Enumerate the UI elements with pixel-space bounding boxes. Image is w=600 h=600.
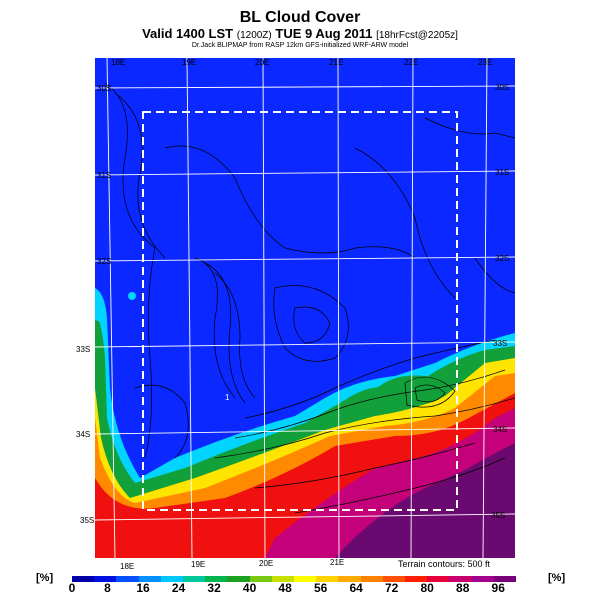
map-title: BL Cloud Cover xyxy=(239,9,361,26)
colorbar-segment xyxy=(183,576,206,582)
colorbar xyxy=(72,576,517,582)
cloud-patch-cyan-west xyxy=(95,288,106,323)
colorbar-tick-label: 8 xyxy=(104,581,111,595)
colorbar-segment xyxy=(138,576,161,582)
colorbar-segment xyxy=(427,576,450,582)
colorbar-segment xyxy=(294,576,317,582)
lon-label-bottom-19e: 19E xyxy=(191,560,206,569)
colorbar-segment xyxy=(493,576,517,582)
terrain-contours xyxy=(104,82,515,514)
lon-label-bottom-18e: 18E xyxy=(120,562,135,571)
colorbar-segment xyxy=(316,576,339,582)
colorbar-tick-label: 72 xyxy=(384,581,399,595)
lon-label-top-18e: 18E xyxy=(111,58,126,67)
lat-label-outer-33s: 33S xyxy=(76,345,91,354)
forecast-info: [18hrFcst@2205z] xyxy=(376,30,458,41)
colorbar-tick-label: 16 xyxy=(136,581,150,595)
cloud-patch-green xyxy=(377,375,441,406)
cloud-cover-map: 18E 19E 20E 21E 22E 23E 30S 31S 32S 33S … xyxy=(95,58,515,558)
lat-label-left-32s: 32S xyxy=(97,257,112,266)
lat-label-right-34s: 34S xyxy=(493,425,508,434)
valid-time: Valid 1400 LST xyxy=(142,26,234,41)
lon-label-top-20e: 20E xyxy=(255,58,270,67)
lon-label-bottom-21e: 21E xyxy=(330,558,345,567)
colorbar-segment xyxy=(116,576,139,582)
colorbar-segment xyxy=(271,576,295,582)
lat-label-right-31s: 31S xyxy=(495,168,510,177)
lat-label-right-35s: 35S xyxy=(491,511,506,520)
cloud-spot xyxy=(128,292,136,300)
colorbar-tick-label: 40 xyxy=(242,581,257,595)
lat-label-left-30s: 30S xyxy=(97,84,112,93)
valid-time-line: Valid 1400 LST (1200Z) TUE 9 Aug 2011 [1… xyxy=(0,26,600,41)
colorbar-segment xyxy=(360,576,383,582)
lat-label-right-33s: 33S xyxy=(493,339,508,348)
lat-label-right-30s: 30S xyxy=(495,83,510,92)
terrain-contour-note: Terrain contours: 500 ft xyxy=(398,559,491,569)
colorbar-segment xyxy=(405,576,428,582)
colorbar-segment xyxy=(249,576,272,582)
colorbar-tick-label: 80 xyxy=(420,581,434,595)
colorbar-segment xyxy=(72,576,95,582)
lat-label-outer-35s: 35S xyxy=(80,516,95,525)
colorbar-tick-label: 24 xyxy=(171,581,186,595)
lon-label-top-21e: 21E xyxy=(329,58,344,67)
lon-label-top-19e: 19E xyxy=(182,58,197,67)
colorbar-segment xyxy=(338,576,361,582)
lon-label-bottom-20e: 20E xyxy=(259,559,274,568)
colorbar-segment xyxy=(449,576,472,582)
inner-domain-box xyxy=(142,111,458,511)
colorbar-tick-label: 64 xyxy=(349,581,363,595)
lon-label-top-23e: 23E xyxy=(478,58,493,67)
colorbar-segment xyxy=(205,576,228,582)
lat-lon-grid xyxy=(95,58,515,558)
colorbar-tick-label: 0 xyxy=(68,581,76,595)
model-credit: Dr.Jack BLIPMAP from RASP 12km GFS-initi… xyxy=(191,42,409,49)
colorbar-segment xyxy=(160,576,184,582)
lon-label-top-22e: 22E xyxy=(404,58,419,67)
valid-date: TUE 9 Aug 2011 xyxy=(275,26,373,41)
valid-time-z: (1200Z) xyxy=(236,30,272,41)
lat-label-outer-34s: 34S xyxy=(76,430,91,439)
colorbar-segment xyxy=(227,576,250,582)
point-marker: 1 xyxy=(225,393,230,402)
colorbar-segment xyxy=(94,576,117,582)
colorbar-tick-label: 48 xyxy=(278,581,292,595)
colorbar-tick-label: 56 xyxy=(313,581,328,595)
colorbar-segment xyxy=(382,576,406,582)
colorbar-ticks: 0 8 16 24 32 40 48 56 64 72 80 88 96 xyxy=(68,581,516,599)
map-canvas xyxy=(95,58,515,558)
colorbar-unit-left: [%] xyxy=(36,572,54,584)
lat-label-right-32s: 32S xyxy=(495,254,510,263)
lat-label-left-31s: 31S xyxy=(97,171,112,180)
colorbar-segment xyxy=(471,576,494,582)
colorbar-tick-label: 32 xyxy=(207,581,221,595)
colorbar-tick-label: 88 xyxy=(456,581,470,595)
colorbar-tick-label: 96 xyxy=(491,581,505,595)
colorbar-unit-right: [%] xyxy=(548,572,566,584)
